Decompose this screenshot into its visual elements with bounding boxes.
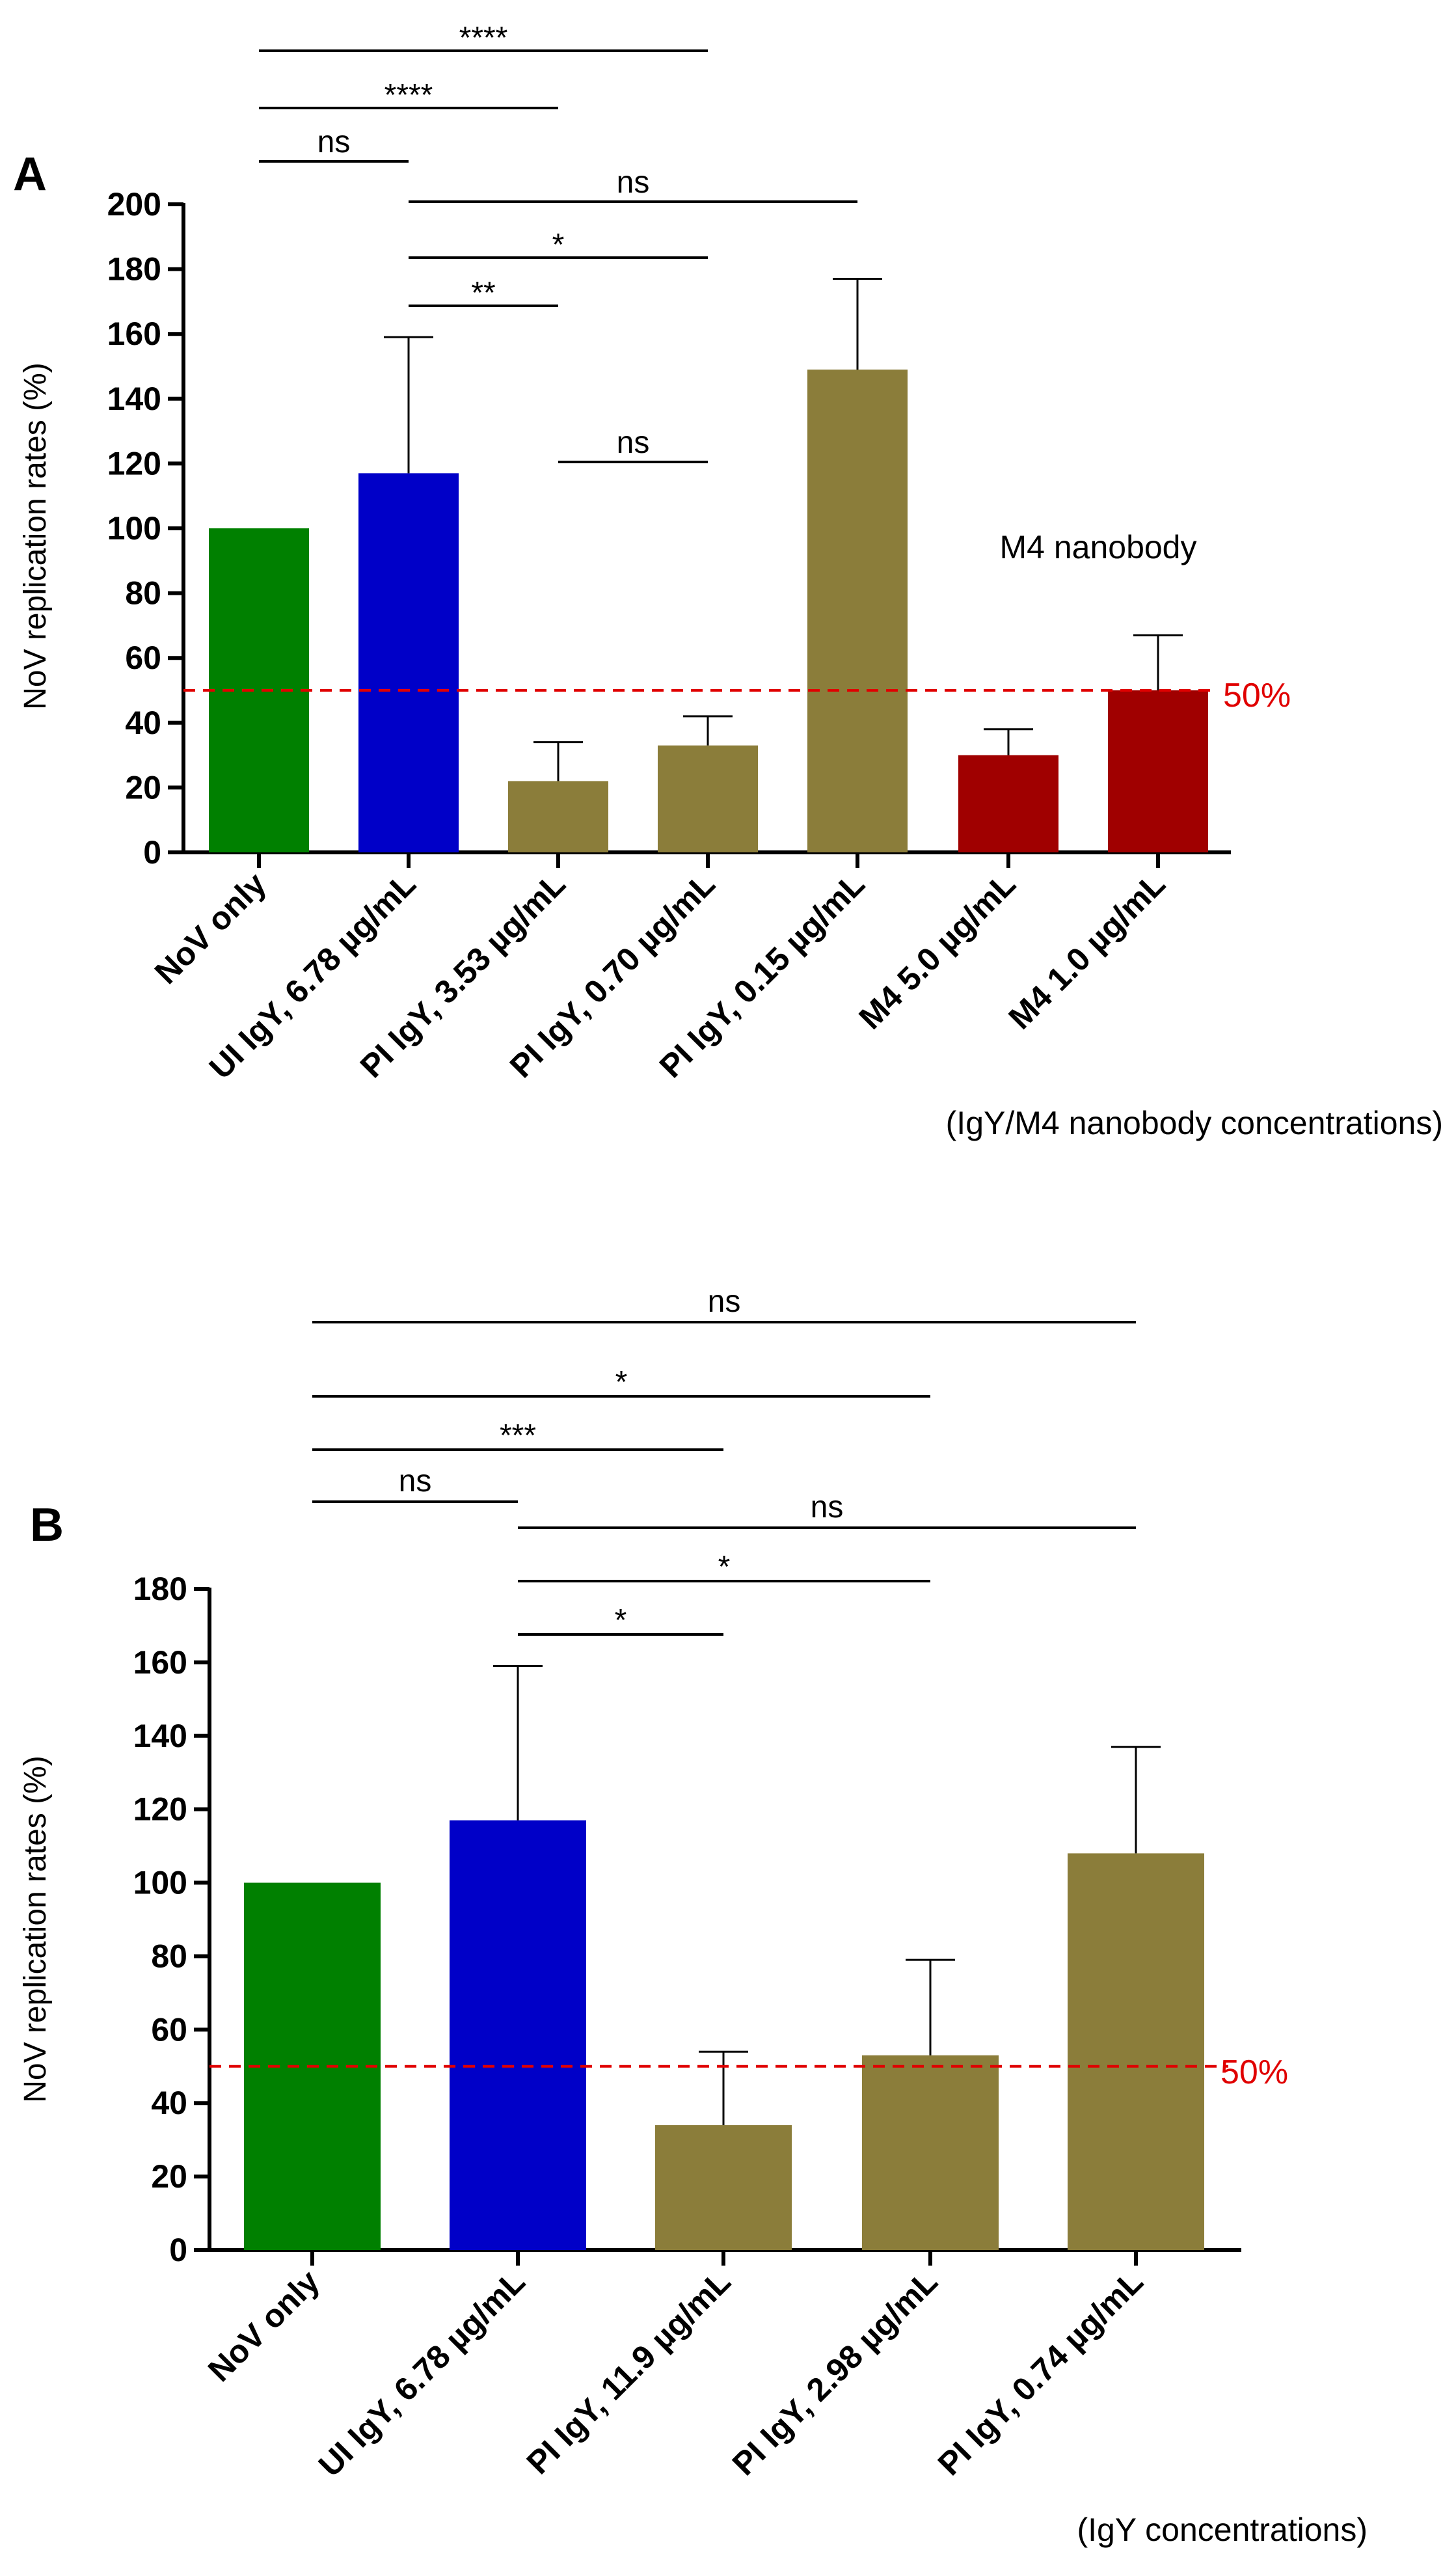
panel-b-y-tick-label: 60 [151, 2011, 187, 2048]
panel-b-reference-label: 50% [1220, 2053, 1288, 2091]
panel-a-significance-label: ** [471, 276, 495, 310]
panel-b-y-tick-label: 120 [133, 1791, 187, 1828]
panel-a-bars [183, 278, 1218, 852]
panel-b-significance-label: ns [811, 1490, 844, 1524]
panel-a-significance: ns********ns***ns [259, 21, 857, 463]
panel-a-significance-label: * [552, 228, 565, 262]
panel-b-bars [209, 1665, 1228, 2250]
panel-a-bar [958, 755, 1058, 852]
panel-a-y-axis-label: NoV replication rates (%) [18, 362, 53, 710]
panel-a-y-tick-label: 0 [143, 834, 161, 871]
panel-b-x-axis-label: (IgY concentrations) [1077, 2512, 1368, 2548]
panel-b-bar [1068, 1853, 1204, 2250]
panel-a-significance-label: ns [617, 426, 650, 460]
panel-b-y-tick-label: 80 [151, 1938, 187, 1974]
panel-a-reference-label: 50% [1223, 677, 1291, 714]
panel-a-significance-label: **** [384, 78, 433, 113]
panel-a-y-tick-label: 120 [107, 445, 161, 481]
panel-a-y-tick-label: 160 [107, 316, 161, 352]
panel-b-significance-label: ns [708, 1284, 741, 1319]
panel-a-y-tick-label: 200 [107, 186, 161, 223]
panel-b-axes: 0 20 40 60 80 100 120 140 160 180 [133, 1571, 1241, 2268]
panel-a-y-tick-label: 60 [125, 640, 161, 676]
panel-b-y-tick-label: 40 [151, 2085, 187, 2121]
panel-a-axes: 0 20 40 60 80 100 120 140 160 180 200 [107, 186, 1231, 871]
panel-a-y-tick-label: 80 [125, 575, 161, 612]
panel-b-y-tick-label: 180 [133, 1571, 187, 1607]
panel-b-y-tick-label: 0 [169, 2232, 187, 2268]
panel-a-significance-label: **** [459, 21, 508, 55]
panel-b-significance-label: * [615, 1365, 628, 1400]
panel-b-bar [655, 2125, 792, 2250]
panel-a-significance-label: ns [317, 125, 351, 159]
panel-a-bar [1108, 690, 1208, 852]
panel-a-bar [358, 473, 459, 852]
panel-b-y-tick-label: 100 [133, 1865, 187, 1901]
panel-a-x-axis-label: (IgY/M4 nanobody concentrations) [946, 1105, 1443, 1141]
panel-a-bar [807, 369, 908, 852]
panel-b-significance-label: * [615, 1603, 627, 1638]
panel-b-bar [450, 1820, 586, 2250]
panel-a-y-tick-label: 140 [107, 381, 161, 417]
panel-b-significance-label: ns [399, 1464, 432, 1498]
panel-a-y-tick-label: 180 [107, 251, 161, 288]
panel-a-y-tick-label: 20 [125, 769, 161, 806]
panel-b-y-axis-label: NoV replication rates (%) [18, 1755, 53, 2103]
panel-b-significance-label: * [718, 1550, 731, 1584]
panel-a-letter: A [13, 148, 47, 200]
panel-a-y-tick-label: 100 [107, 510, 161, 547]
panel-a-annotation: M4 nanobody [999, 529, 1196, 565]
panel-b-bar [862, 2055, 999, 2250]
panel-a-y-tick-label: 40 [125, 705, 161, 741]
panel-b-y-tick-label: 20 [151, 2158, 187, 2195]
panel-b-significance-label: *** [500, 1418, 536, 1453]
panel-a-bar [508, 781, 608, 852]
panel-b-y-tick-label: 140 [133, 1718, 187, 1754]
panel-a-bar [658, 745, 758, 852]
panel-b-y-tick-label: 160 [133, 1644, 187, 1681]
panel-a-significance-label: ns [617, 165, 650, 200]
panel-b-letter: B [30, 1499, 64, 1551]
